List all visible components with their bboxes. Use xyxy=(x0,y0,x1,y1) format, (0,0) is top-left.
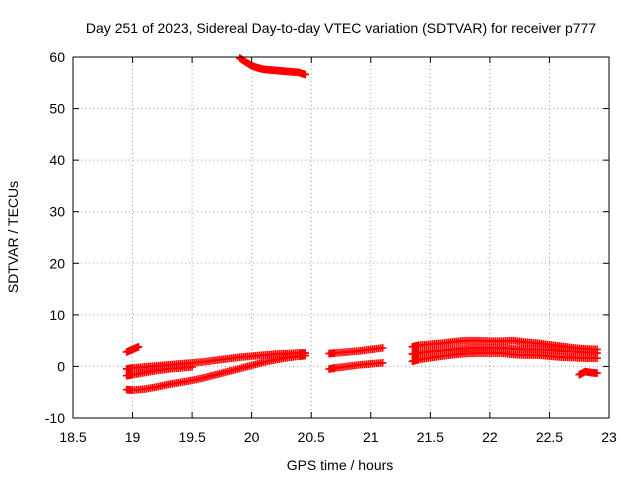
data-point xyxy=(593,354,601,362)
chart-title: Day 251 of 2023, Sidereal Day-to-day VTE… xyxy=(86,20,596,36)
data-point xyxy=(134,343,143,351)
x-tick-label: 21.5 xyxy=(417,429,444,445)
x-tick-label: 19.5 xyxy=(178,429,205,445)
x-axis-label: GPS time / hours xyxy=(287,457,394,473)
series-arc-c xyxy=(122,363,196,380)
y-tick-label: 20 xyxy=(49,255,65,271)
y-tick-label: -10 xyxy=(45,410,65,426)
y-tick-label: 0 xyxy=(57,358,65,374)
data-point xyxy=(378,344,387,352)
series-arc-i xyxy=(408,349,601,366)
y-tick-label: 50 xyxy=(49,101,65,117)
x-tick-label: 18.5 xyxy=(59,429,86,445)
x-tick-label: 19 xyxy=(125,429,141,445)
y-axis-label: SDTVAR / TECUs xyxy=(5,181,21,293)
x-tick-label: 20 xyxy=(244,429,260,445)
data-point xyxy=(188,363,196,371)
x-tick-label: 21 xyxy=(363,429,379,445)
y-tick-label: 30 xyxy=(49,204,65,220)
series-arc-d xyxy=(122,351,310,394)
grid-lines xyxy=(73,57,609,418)
data-point xyxy=(593,369,601,377)
data-point xyxy=(301,351,310,360)
x-tick-label: 23 xyxy=(601,429,617,445)
series-arc-a xyxy=(122,343,143,356)
plot-frame xyxy=(72,56,610,419)
x-tick-label: 20.5 xyxy=(298,429,325,445)
y-tick-label: 10 xyxy=(49,307,65,323)
series-arc-j xyxy=(575,367,601,379)
axis-ticks: 18.5 19 19.5 20 20.5 21 21.5 22 22.5 23 -10 0 10 20 30… xyxy=(45,49,617,445)
series-arc-f xyxy=(325,359,387,373)
series-arc-high xyxy=(235,54,310,79)
y-tick-label: 40 xyxy=(49,152,65,168)
data-point xyxy=(301,70,310,79)
y-tick-label: 60 xyxy=(49,49,65,65)
series-arc-b xyxy=(122,349,310,373)
data-point xyxy=(378,359,387,367)
series-arc-e xyxy=(325,344,387,358)
data-points xyxy=(122,54,601,394)
x-tick-label: 22.5 xyxy=(536,429,563,445)
x-tick-label: 22 xyxy=(482,429,498,445)
